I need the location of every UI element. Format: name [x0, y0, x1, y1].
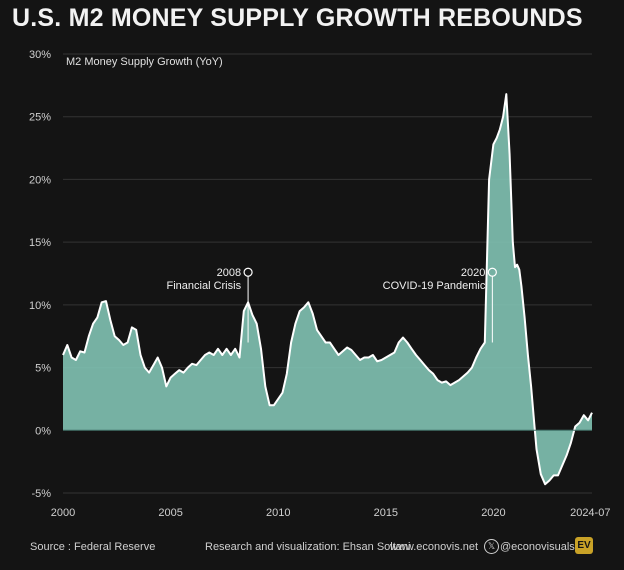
y-axis-ticks: -5% 0% 5% 10% 15% 20% 25% 30%	[29, 49, 51, 500]
credit-text: Research and visualization: Ehsan Soltan…	[205, 541, 411, 553]
x-tick-label: 2020	[481, 507, 505, 519]
x-tick-label: 2005	[158, 507, 182, 519]
source-text: Source : Federal Reserve	[30, 541, 156, 553]
y-tick-label: 25%	[29, 112, 51, 124]
x-tick-label: 2024-07	[570, 507, 610, 519]
m2-growth-line	[62, 93, 593, 486]
annotation-year: 2020	[461, 267, 485, 279]
x-tick-label: 2000	[51, 507, 75, 519]
x-tick-label: 2010	[266, 507, 290, 519]
ev-logo: EV	[575, 537, 593, 554]
x-tick-label: 2015	[374, 507, 398, 519]
y-tick-label: 30%	[29, 49, 51, 61]
annotation-marker	[243, 267, 253, 277]
social-handle[interactable]: @econovisuals	[500, 541, 575, 553]
y-tick-label: 10%	[29, 300, 51, 312]
website-link[interactable]: www.econovis.net	[390, 541, 479, 553]
annotation-marker	[487, 267, 497, 277]
y-tick-label: 0%	[35, 425, 51, 437]
annotation-label: COVID-19 Pandemic	[383, 280, 486, 292]
chart-title: U.S. M2 MONEY SUPPLY GROWTH REBOUNDS	[12, 4, 583, 32]
series-label: M2 Money Supply Growth (YoY)	[66, 56, 223, 68]
annotation-label: Financial Crisis	[167, 280, 242, 292]
x-axis-ticks: 2000 2005 2010 2015 2020 2024-07	[51, 507, 611, 519]
m2-growth-area	[63, 94, 592, 485]
x-social-icon: 𝕏	[484, 539, 499, 554]
y-tick-label: 15%	[29, 237, 51, 249]
annotation-year: 2008	[217, 267, 241, 279]
y-tick-label: 20%	[29, 174, 51, 186]
y-tick-label: 5%	[35, 363, 51, 375]
y-tick-label: -5%	[31, 488, 51, 500]
